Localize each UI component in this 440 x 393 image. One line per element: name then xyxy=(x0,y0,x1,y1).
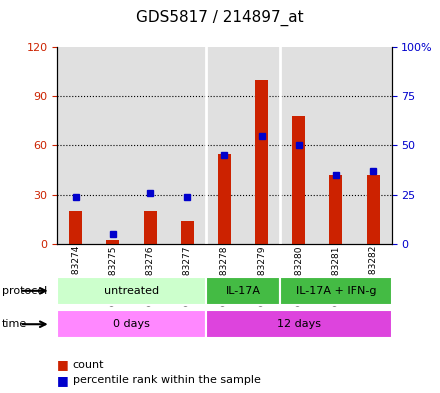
Text: time: time xyxy=(2,319,27,329)
Bar xyxy=(255,80,268,244)
Bar xyxy=(206,310,392,338)
Bar xyxy=(367,175,380,244)
Bar xyxy=(218,154,231,244)
Text: GDS5817 / 214897_at: GDS5817 / 214897_at xyxy=(136,10,304,26)
Bar xyxy=(69,211,82,244)
Text: untreated: untreated xyxy=(104,286,159,296)
Bar xyxy=(143,211,157,244)
Text: ■: ■ xyxy=(57,374,69,387)
Bar xyxy=(292,116,305,244)
Bar xyxy=(106,241,119,244)
Text: protocol: protocol xyxy=(2,286,48,296)
Text: IL-17A + IFN-g: IL-17A + IFN-g xyxy=(296,286,376,296)
Bar xyxy=(330,175,342,244)
Bar xyxy=(57,310,206,338)
Text: percentile rank within the sample: percentile rank within the sample xyxy=(73,375,260,386)
Text: ■: ■ xyxy=(57,358,69,371)
Bar xyxy=(57,277,206,305)
Text: count: count xyxy=(73,360,104,370)
Text: 12 days: 12 days xyxy=(277,319,321,329)
Bar xyxy=(181,221,194,244)
Bar xyxy=(206,277,280,305)
Bar xyxy=(280,277,392,305)
Text: IL-17A: IL-17A xyxy=(225,286,260,296)
Text: 0 days: 0 days xyxy=(113,319,150,329)
